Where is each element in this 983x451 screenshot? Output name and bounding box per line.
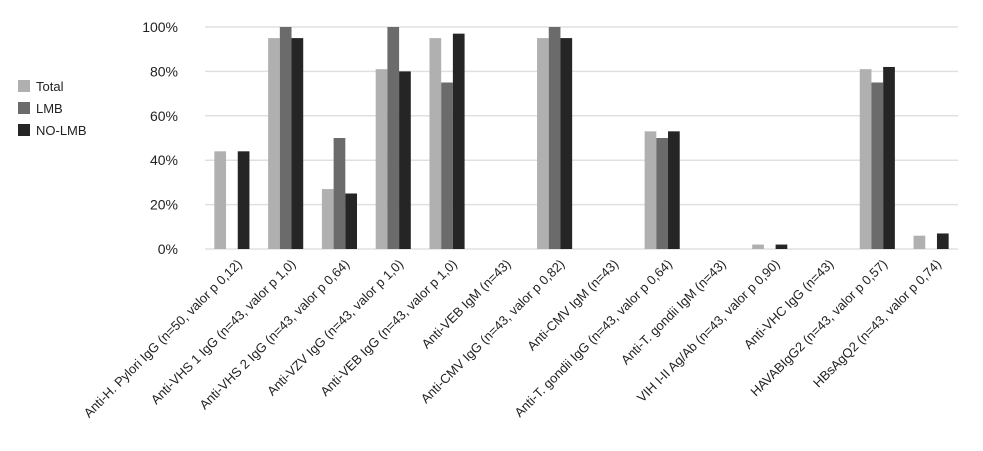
bar-no-lmb	[560, 38, 573, 249]
bar-no-lmb	[291, 38, 304, 249]
bar-no-lmb	[775, 244, 788, 249]
bar-no-lmb	[399, 71, 411, 250]
y-tick-label: 60%	[150, 108, 178, 124]
bar-total	[644, 131, 657, 249]
bar-total	[537, 38, 549, 249]
x-tick-label: Anti-VEB IgM (n=43)	[419, 256, 514, 351]
legend-swatch-lmb	[18, 102, 30, 114]
legend-item-total: Total	[18, 75, 87, 97]
bar-total	[375, 69, 388, 250]
bar-lmb	[441, 82, 453, 249]
legend-item-lmb: LMB	[18, 97, 87, 119]
bar-no-lmb	[936, 233, 949, 249]
bar-total	[268, 38, 280, 249]
y-axis-labels: 0% 20% 40% 60% 80% 100%	[142, 19, 178, 257]
legend-label-total: Total	[36, 78, 64, 94]
bar-total	[859, 69, 872, 250]
legend-swatch-total	[18, 80, 30, 92]
x-tick-label: Anti-VHC IgG (n=43)	[741, 256, 837, 352]
bar-total	[752, 244, 764, 249]
bar-total	[429, 38, 442, 249]
y-tick-label: 40%	[150, 152, 178, 168]
legend-label-lmb: LMB	[36, 100, 63, 116]
legend-swatch-no-lmb	[18, 124, 30, 136]
bar-no-lmb	[668, 131, 680, 249]
bar-no-lmb	[883, 66, 895, 250]
y-tick-label: 20%	[150, 197, 178, 213]
x-tick-label: Anti-T. gondii IgM (n=43)	[618, 256, 729, 367]
y-tick-label: 0%	[158, 241, 178, 257]
bar-total	[913, 235, 926, 249]
bars	[214, 27, 949, 250]
bar-no-lmb	[345, 193, 358, 249]
y-tick-label: 100%	[142, 19, 178, 35]
bar-lmb	[871, 82, 884, 249]
bar-no-lmb	[452, 33, 465, 249]
bar-no-lmb	[237, 151, 250, 249]
x-tick-label: Anti-CMV IgM (n=43)	[524, 256, 621, 353]
y-tick-label: 80%	[150, 63, 178, 79]
bar-lmb	[387, 27, 400, 249]
bar-total	[214, 151, 227, 249]
bar-lmb	[548, 27, 561, 249]
legend: Total LMB NO-LMB	[18, 75, 87, 141]
bar-lmb	[279, 27, 292, 249]
legend-label-no-lmb: NO-LMB	[36, 122, 87, 138]
bar-total	[321, 189, 334, 249]
bar-lmb	[656, 138, 669, 249]
legend-item-no-lmb: NO-LMB	[18, 119, 87, 141]
bar-lmb	[333, 138, 346, 249]
gridlines	[205, 26, 958, 250]
x-axis-labels: Anti-H. Pylori IgG (n=50, valor p 0,12)A…	[81, 256, 944, 420]
